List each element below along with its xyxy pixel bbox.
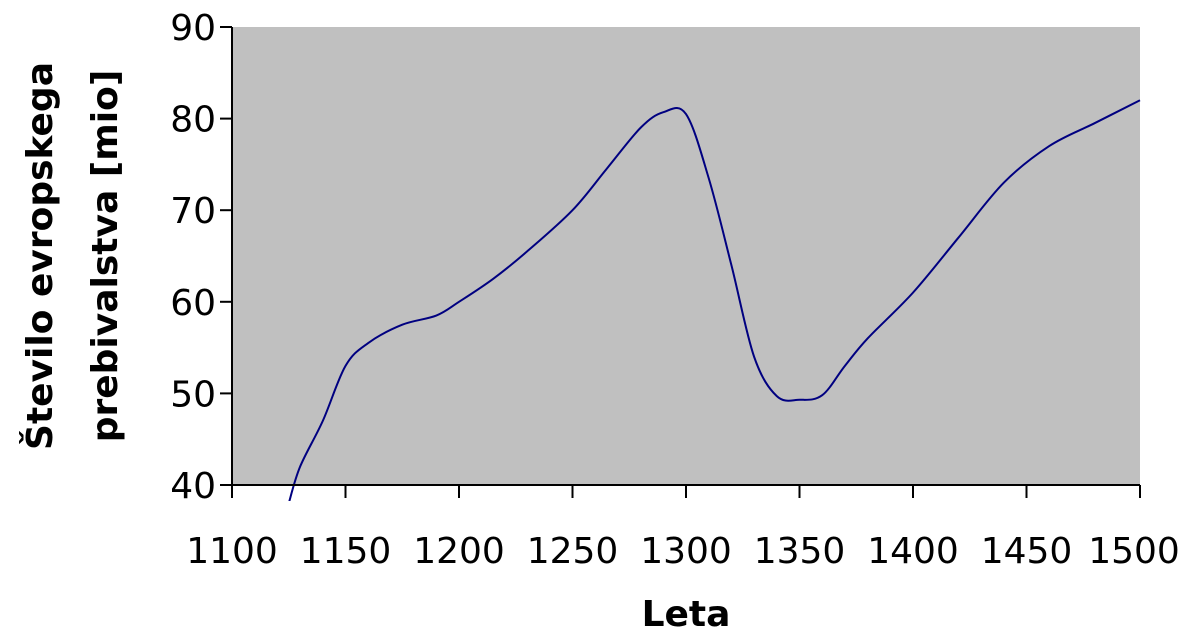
y-tick-label: 90 <box>170 8 216 49</box>
x-tick-label: 1250 <box>527 531 619 572</box>
population-series-line <box>288 99 1141 501</box>
x-tick-label: 1350 <box>754 531 846 572</box>
y-axis-title-line-2: prebivalstva [mio] <box>85 70 126 443</box>
y-axis-title-line-1: Število evropskega <box>19 62 61 450</box>
x-tick-label: 1500 <box>1088 531 1180 572</box>
x-tick-label: 1400 <box>867 531 959 572</box>
y-tick-label: 50 <box>170 374 216 415</box>
x-tick-label: 1300 <box>640 531 732 572</box>
y-tick-label: 70 <box>170 191 216 232</box>
y-tick-label: 60 <box>170 283 216 324</box>
y-tick-label: 40 <box>170 466 216 507</box>
x-tick-label: 1100 <box>186 531 278 572</box>
y-tick-label: 80 <box>170 100 216 141</box>
x-axis-title: Leta <box>642 594 731 635</box>
x-tick-label: 1200 <box>413 531 505 572</box>
x-tick-label: 1150 <box>300 531 392 572</box>
x-tick-label: 1450 <box>981 531 1073 572</box>
plot-area <box>232 27 1140 485</box>
